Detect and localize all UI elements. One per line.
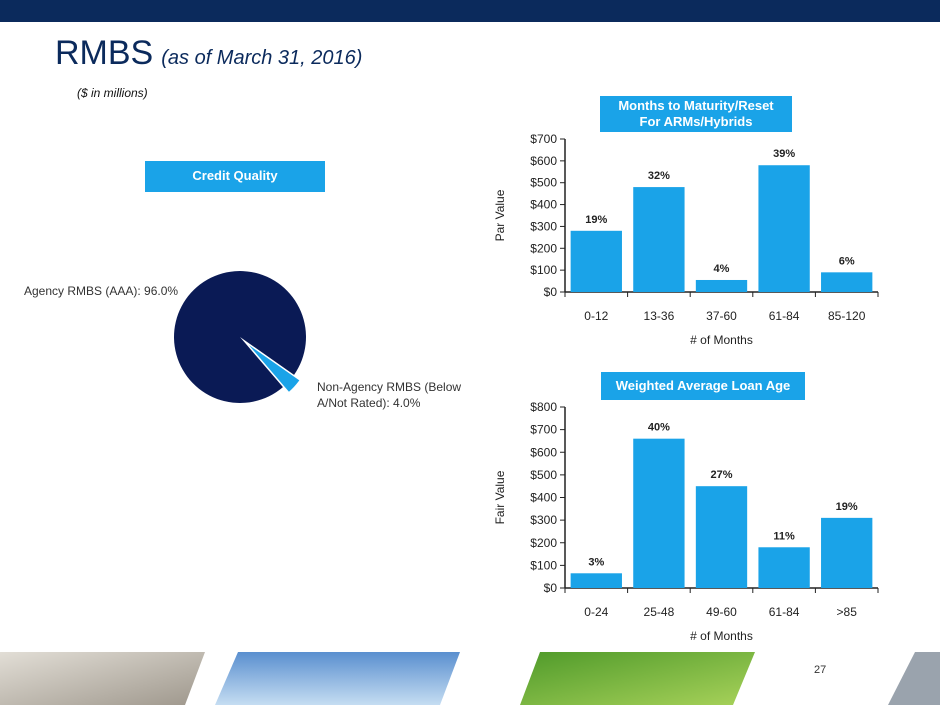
data-label: 40% bbox=[648, 422, 670, 434]
y-tick-label: $100 bbox=[530, 263, 557, 277]
pie-label-agency: Agency RMBS (AAA): 96.0% bbox=[24, 284, 179, 298]
data-label: 4% bbox=[714, 263, 730, 275]
y-tick-label: $100 bbox=[530, 558, 557, 572]
pie-label-nonagency-line1: Non-Agency RMBS (Below bbox=[317, 380, 462, 394]
x-axis-title: # of Months bbox=[690, 333, 753, 347]
x-tick-label: 49-60 bbox=[706, 605, 737, 619]
y-tick-label: $700 bbox=[530, 132, 557, 146]
footer-sky-panel bbox=[215, 652, 460, 705]
y-axis-title: Fair Value bbox=[493, 470, 507, 524]
bar bbox=[633, 187, 685, 292]
data-label: 39% bbox=[773, 148, 795, 160]
data-label: 19% bbox=[585, 214, 607, 226]
title-date: (as of March 31, 2016) bbox=[161, 47, 363, 69]
footer-image-strip bbox=[0, 652, 940, 705]
data-label: 11% bbox=[773, 530, 795, 542]
footer-leaf-panel bbox=[520, 652, 755, 705]
y-tick-label: $800 bbox=[530, 400, 557, 414]
units-note: ($ in millions) bbox=[77, 86, 148, 100]
x-tick-label: 0-12 bbox=[584, 309, 608, 323]
y-tick-label: $400 bbox=[530, 491, 557, 505]
maturity-bar-chart: $0 $100 $200 $300 $400 $500 $600 $700 19% 0-12 32%… bbox=[493, 132, 879, 347]
y-axis-title: Par Value bbox=[493, 189, 507, 241]
credit-quality-label: Credit Quality bbox=[145, 161, 325, 192]
y-tick-label: $500 bbox=[530, 468, 557, 482]
x-tick-label: 25-48 bbox=[644, 605, 675, 619]
bar bbox=[695, 279, 748, 292]
y-tick-label: $0 bbox=[544, 581, 558, 595]
x-tick-label: >85 bbox=[837, 605, 858, 619]
y-tick-label: $700 bbox=[530, 423, 557, 437]
x-tick-label: 13-36 bbox=[644, 309, 675, 323]
page-number: 27 bbox=[814, 664, 827, 676]
credit-quality-pie bbox=[174, 270, 307, 403]
y-tick-label: $600 bbox=[530, 154, 557, 168]
x-tick-label: 0-24 bbox=[584, 605, 608, 619]
data-label: 6% bbox=[839, 255, 855, 267]
x-axis-title: # of Months bbox=[690, 629, 753, 643]
y-tick-label: $500 bbox=[530, 176, 557, 190]
x-tick-label: 61-84 bbox=[769, 309, 800, 323]
pie-label-nonagency-line2: A/Not Rated): 4.0% bbox=[317, 395, 421, 410]
title-main: RMBS bbox=[55, 34, 154, 72]
bar bbox=[758, 165, 810, 292]
x-tick-label: 37-60 bbox=[706, 309, 737, 323]
x-tick-label: 61-84 bbox=[769, 605, 800, 619]
y-tick-label: $200 bbox=[530, 241, 557, 255]
bar bbox=[821, 272, 873, 292]
pie-slice-agency bbox=[174, 270, 307, 403]
maturity-label: Months to Maturity/Reset For ARMs/Hybrid… bbox=[600, 96, 792, 132]
bar bbox=[695, 486, 748, 588]
footer-gray-panel bbox=[888, 652, 940, 705]
bar bbox=[570, 230, 622, 292]
pie-label-nonagency: Non-Agency RMBS (Below A/Not Rated): 4.0… bbox=[317, 380, 461, 411]
bar bbox=[821, 517, 873, 588]
x-tick-label: 85-120 bbox=[828, 309, 866, 323]
y-tick-label: $600 bbox=[530, 445, 557, 459]
bar bbox=[570, 573, 622, 588]
y-tick-label: $0 bbox=[544, 285, 558, 299]
y-tick-label: $300 bbox=[530, 513, 557, 527]
loan-age-bar-chart: $0 $100 $200 $300 $400 $500 $600 $700 $800 3% 0-24… bbox=[493, 400, 879, 643]
data-label: 27% bbox=[710, 469, 732, 481]
loan-age-label: Weighted Average Loan Age bbox=[601, 372, 805, 400]
data-label: 32% bbox=[648, 170, 670, 182]
top-banner bbox=[0, 0, 940, 22]
footer-rope-panel bbox=[0, 652, 205, 705]
data-label: 19% bbox=[836, 501, 858, 513]
maturity-label-line1: Months to Maturity/Reset bbox=[618, 97, 774, 113]
y-tick-label: $200 bbox=[530, 536, 557, 550]
pie-slice-nonagency bbox=[245, 341, 301, 394]
y-tick-label: $400 bbox=[530, 198, 557, 212]
data-label: 3% bbox=[588, 556, 604, 568]
bar bbox=[758, 547, 810, 588]
page-title: RMBS (as of March 31, 2016) bbox=[55, 34, 362, 73]
maturity-label-line2: For ARMs/Hybrids bbox=[639, 114, 753, 129]
bar bbox=[633, 438, 685, 588]
y-tick-label: $300 bbox=[530, 219, 557, 233]
